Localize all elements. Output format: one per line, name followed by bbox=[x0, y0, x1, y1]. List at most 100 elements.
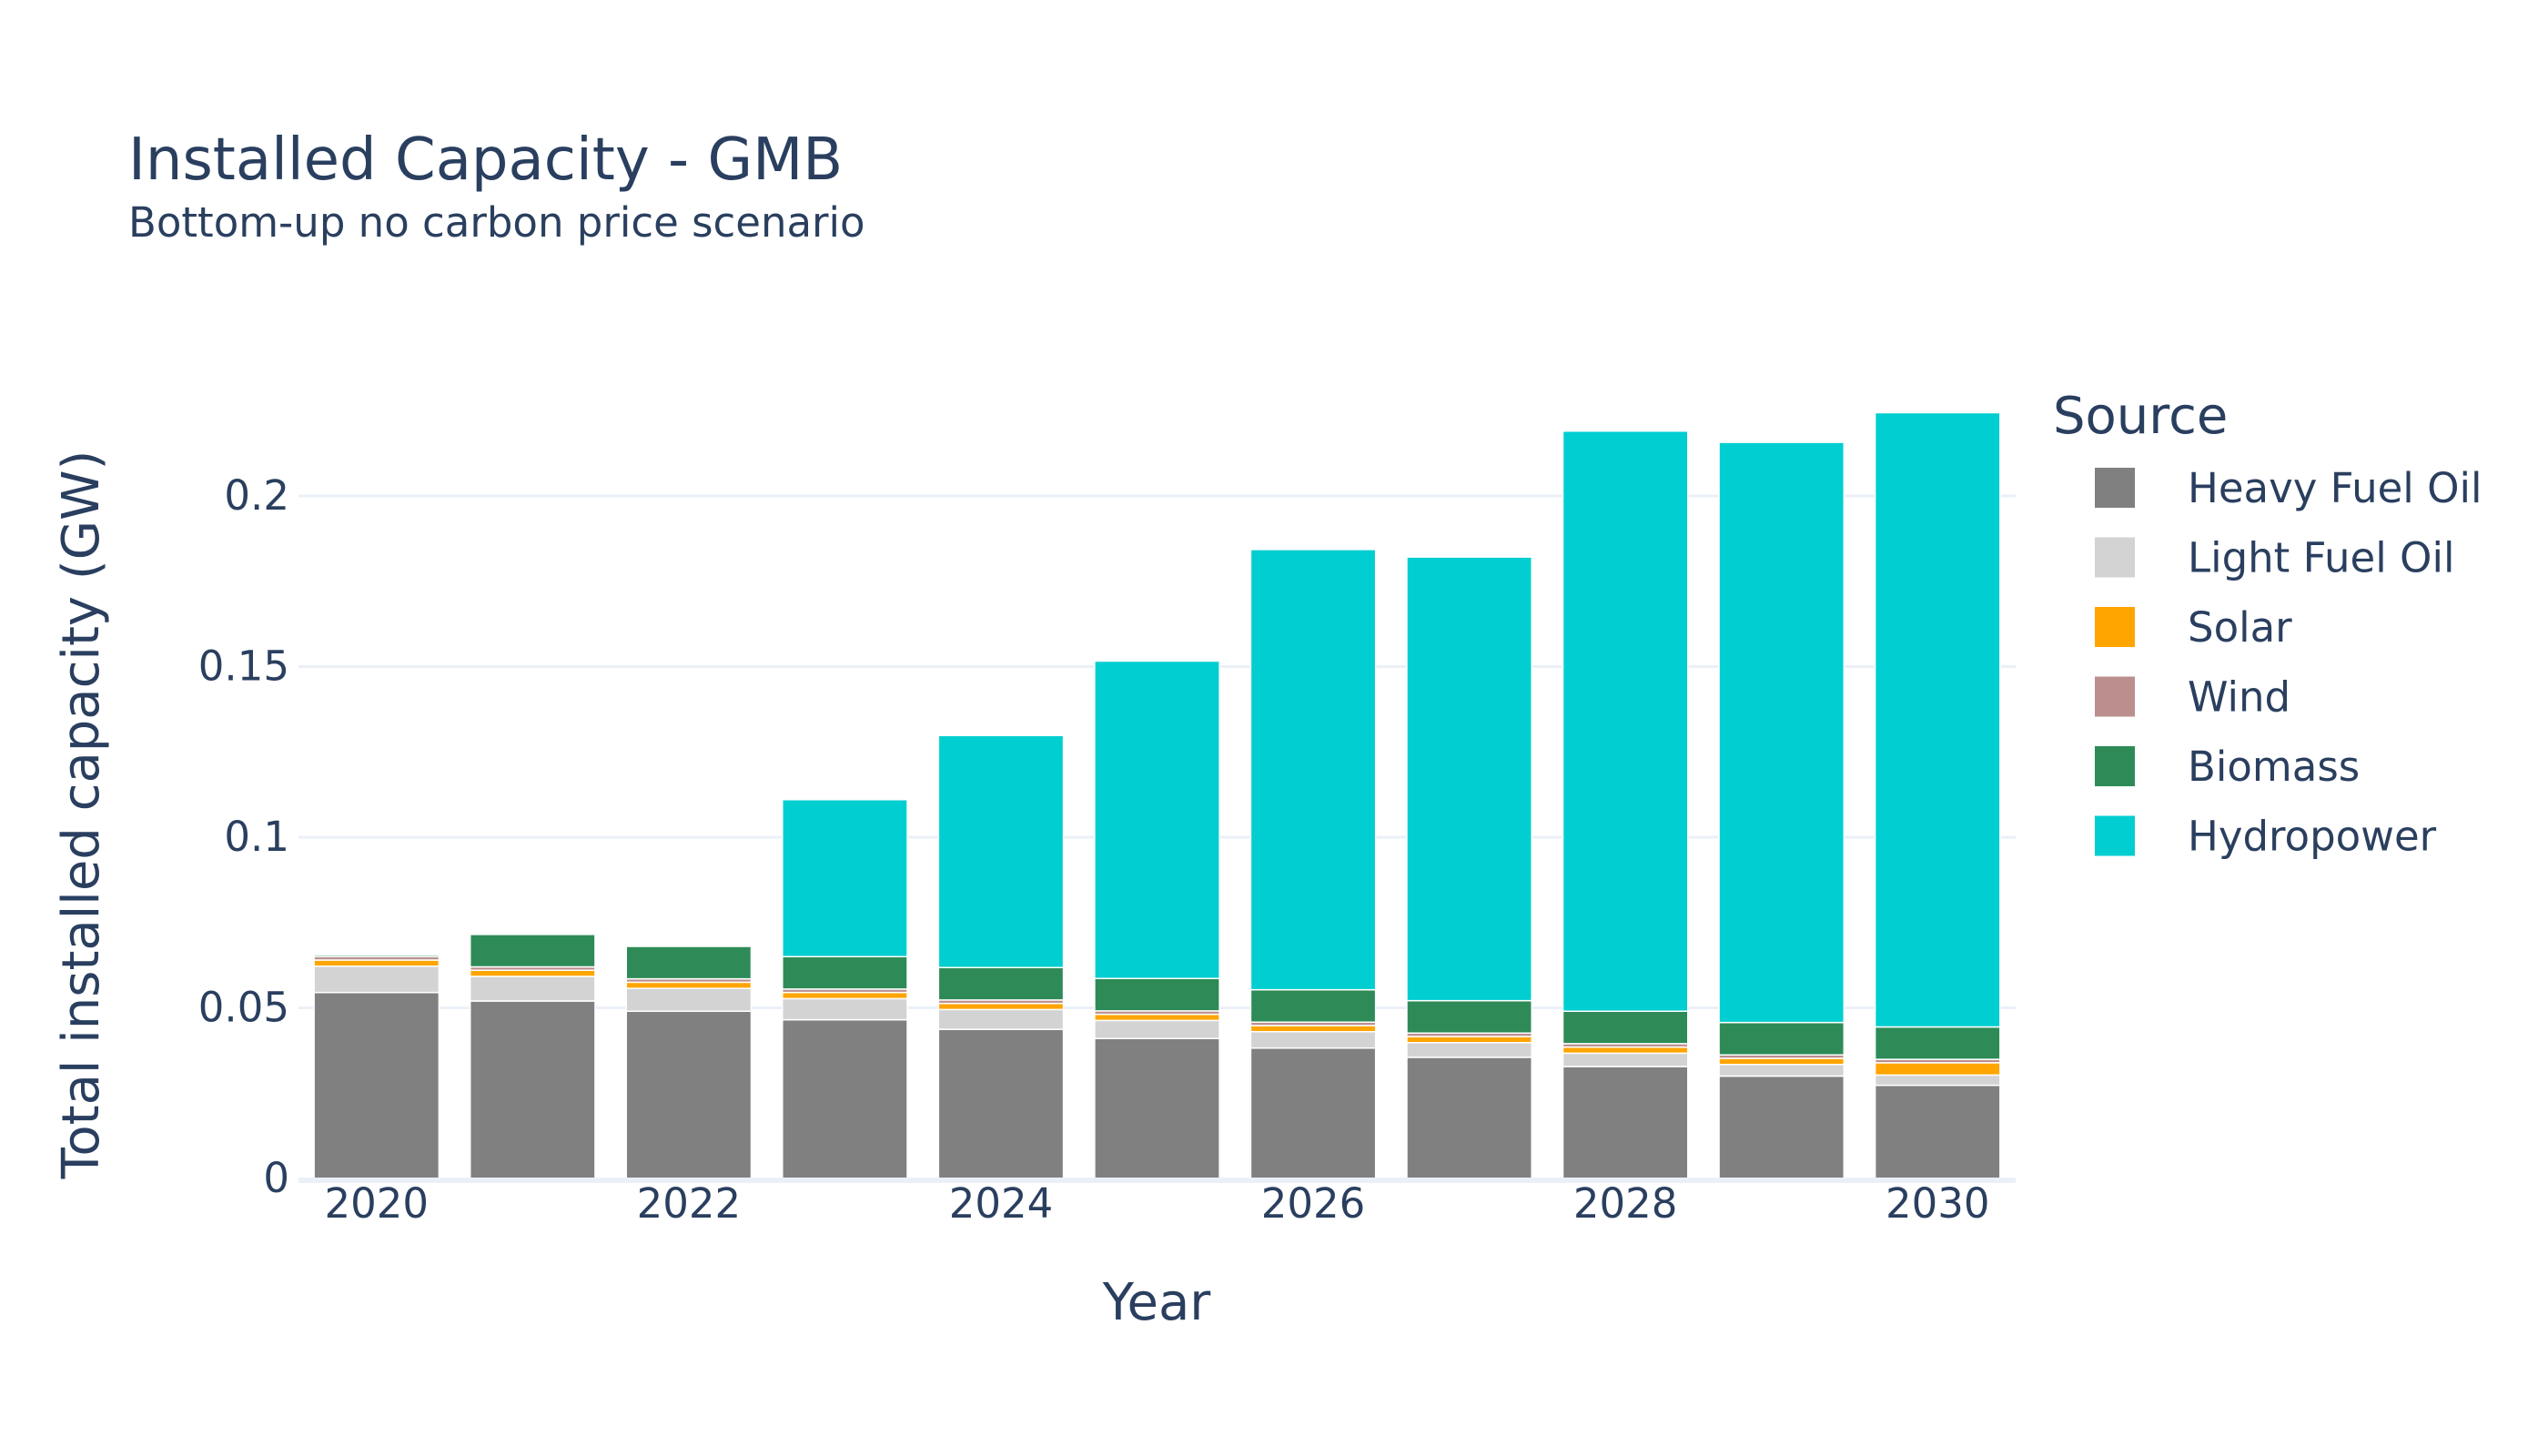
bar-segment-solar bbox=[1249, 1025, 1377, 1033]
legend-label: Wind bbox=[2188, 673, 2290, 722]
legend-swatch bbox=[2095, 607, 2135, 647]
bar-segment-light-fuel-oil bbox=[782, 997, 908, 1021]
legend-label: Light Fuel Oil bbox=[2188, 534, 2454, 582]
bar-segment-light-fuel-oil bbox=[1094, 1019, 1220, 1039]
legend-swatch bbox=[2095, 468, 2135, 508]
bar-segment-solar bbox=[937, 1002, 1065, 1011]
bar-segment-light-fuel-oil bbox=[1562, 1052, 1689, 1067]
bar-segment-heavy-fuel-oil bbox=[1249, 1047, 1377, 1179]
chart-subtitle: Bottom-up no carbon price scenario bbox=[128, 198, 865, 247]
x-axis-ticks: 2020 2022 2024 2026 2028 2030 bbox=[325, 1179, 1990, 1228]
legend-swatch bbox=[2095, 676, 2135, 717]
bar-segment-solar bbox=[1094, 1013, 1220, 1022]
x-tick-label: 2020 bbox=[325, 1179, 430, 1228]
bar-segment-heavy-fuel-oil bbox=[625, 1010, 753, 1179]
bar-segment-hydropower bbox=[1718, 441, 1845, 1024]
bar-segment-hydropower bbox=[1249, 549, 1377, 991]
bar-segment-heavy-fuel-oil bbox=[1562, 1066, 1689, 1179]
bar-segment-heavy-fuel-oil bbox=[1094, 1037, 1220, 1179]
legend-label: Hydropower bbox=[2188, 813, 2437, 861]
legend-items: Heavy Fuel Oil Light Fuel Oil Solar Wind Bio… bbox=[2095, 464, 2482, 861]
bar-segment-hydropower bbox=[1406, 556, 1532, 1002]
bar-segment-biomass bbox=[313, 954, 440, 957]
bar-segment-light-fuel-oil bbox=[469, 976, 596, 1002]
bar-segment-biomass bbox=[937, 966, 1065, 1001]
bar-segment-biomass bbox=[1718, 1021, 1845, 1056]
x-tick-label: 2028 bbox=[1573, 1179, 1678, 1228]
bar-stack-2026 bbox=[1249, 549, 1377, 1179]
bar-segment-heavy-fuel-oil bbox=[937, 1028, 1065, 1179]
bars-area bbox=[313, 411, 2001, 1179]
bar-segment-light-fuel-oil bbox=[1718, 1064, 1845, 1077]
bar-segment-biomass bbox=[625, 945, 753, 980]
bar-segment-light-fuel-oil bbox=[1406, 1042, 1532, 1058]
legend-swatch bbox=[2095, 815, 2135, 856]
y-tick-label: 0.1 bbox=[224, 813, 289, 861]
bar-segment-solar bbox=[1406, 1036, 1532, 1044]
bar-segment-solar bbox=[625, 981, 753, 989]
bar-segment-hydropower bbox=[1874, 411, 2001, 1028]
legend-swatch bbox=[2095, 537, 2135, 578]
legend-item-biomass[interactable]: Biomass bbox=[2095, 743, 2360, 791]
x-axis-title: Year bbox=[1102, 1273, 1212, 1332]
x-tick-label: 2022 bbox=[637, 1179, 742, 1228]
bar-stack-2027 bbox=[1406, 556, 1532, 1179]
bar-segment-heavy-fuel-oil bbox=[1406, 1057, 1532, 1179]
bar-segment-biomass bbox=[1406, 999, 1532, 1034]
legend-label: Biomass bbox=[2188, 743, 2360, 791]
bar-stack-2024 bbox=[937, 734, 1065, 1179]
legend-label: Heavy Fuel Oil bbox=[2188, 464, 2482, 512]
bar-stack-2020 bbox=[313, 954, 440, 1179]
y-tick-label: 0 bbox=[263, 1154, 289, 1202]
bar-segment-light-fuel-oil bbox=[625, 987, 753, 1012]
bar-segment-biomass bbox=[782, 956, 908, 990]
y-tick-label: 0.15 bbox=[198, 642, 289, 691]
bar-segment-biomass bbox=[1874, 1026, 2001, 1060]
bar-segment-hydropower bbox=[782, 799, 908, 957]
bar-segment-heavy-fuel-oil bbox=[1718, 1075, 1845, 1179]
bar-segment-light-fuel-oil bbox=[1874, 1074, 2001, 1087]
legend-item-wind[interactable]: Wind bbox=[2095, 673, 2290, 722]
bar-segment-hydropower bbox=[1562, 430, 1689, 1012]
bar-stack-2025 bbox=[1094, 660, 1220, 1179]
bar-segment-biomass bbox=[1249, 988, 1377, 1023]
legend: Source Heavy Fuel Oil Light Fuel Oil Solar… bbox=[2053, 387, 2482, 861]
bar-segment-solar bbox=[1718, 1057, 1845, 1066]
bar-segment-solar bbox=[313, 959, 440, 967]
bar-segment-biomass bbox=[1094, 977, 1220, 1012]
bar-stack-2023 bbox=[782, 799, 908, 1179]
bar-segment-biomass bbox=[469, 934, 596, 968]
bar-segment-solar bbox=[1874, 1062, 2001, 1077]
x-tick-label: 2026 bbox=[1261, 1179, 1366, 1228]
bar-segment-light-fuel-oil bbox=[313, 966, 440, 994]
y-tick-label: 0.05 bbox=[198, 984, 289, 1032]
bar-segment-hydropower bbox=[1094, 660, 1220, 979]
legend-item-light-fuel-oil[interactable]: Light Fuel Oil bbox=[2095, 534, 2454, 582]
bar-stack-2022 bbox=[625, 945, 753, 1179]
bar-stack-2028 bbox=[1562, 430, 1689, 1179]
bar-segment-solar bbox=[469, 969, 596, 977]
bar-segment-light-fuel-oil bbox=[1249, 1031, 1377, 1049]
bar-stack-2029 bbox=[1718, 441, 1845, 1179]
chart-title: Installed Capacity - GMB bbox=[128, 126, 843, 194]
y-axis-ticks: 0 0.05 0.1 0.15 0.2 bbox=[198, 471, 289, 1202]
legend-label: Solar bbox=[2188, 603, 2292, 652]
legend-swatch bbox=[2095, 746, 2135, 786]
bar-segment-heavy-fuel-oil bbox=[782, 1018, 908, 1179]
y-tick-label: 0.2 bbox=[224, 471, 289, 520]
bar-segment-heavy-fuel-oil bbox=[469, 1000, 596, 1179]
bar-segment-heavy-fuel-oil bbox=[313, 991, 440, 1179]
bar-segment-heavy-fuel-oil bbox=[1874, 1084, 2001, 1179]
legend-item-hydropower[interactable]: Hydropower bbox=[2095, 813, 2437, 861]
x-tick-label: 2024 bbox=[949, 1179, 1054, 1228]
x-tick-label: 2030 bbox=[1886, 1179, 1990, 1228]
bar-segment-solar bbox=[1562, 1046, 1689, 1055]
legend-item-solar[interactable]: Solar bbox=[2095, 603, 2292, 652]
legend-title: Source bbox=[2053, 387, 2228, 446]
bar-stack-2030 bbox=[1874, 411, 2001, 1179]
bar-segment-light-fuel-oil bbox=[937, 1008, 1065, 1030]
bar-segment-biomass bbox=[1562, 1010, 1689, 1045]
legend-item-heavy-fuel-oil[interactable]: Heavy Fuel Oil bbox=[2095, 464, 2482, 512]
y-axis-title: Total installed capacity (GW) bbox=[52, 450, 111, 1180]
